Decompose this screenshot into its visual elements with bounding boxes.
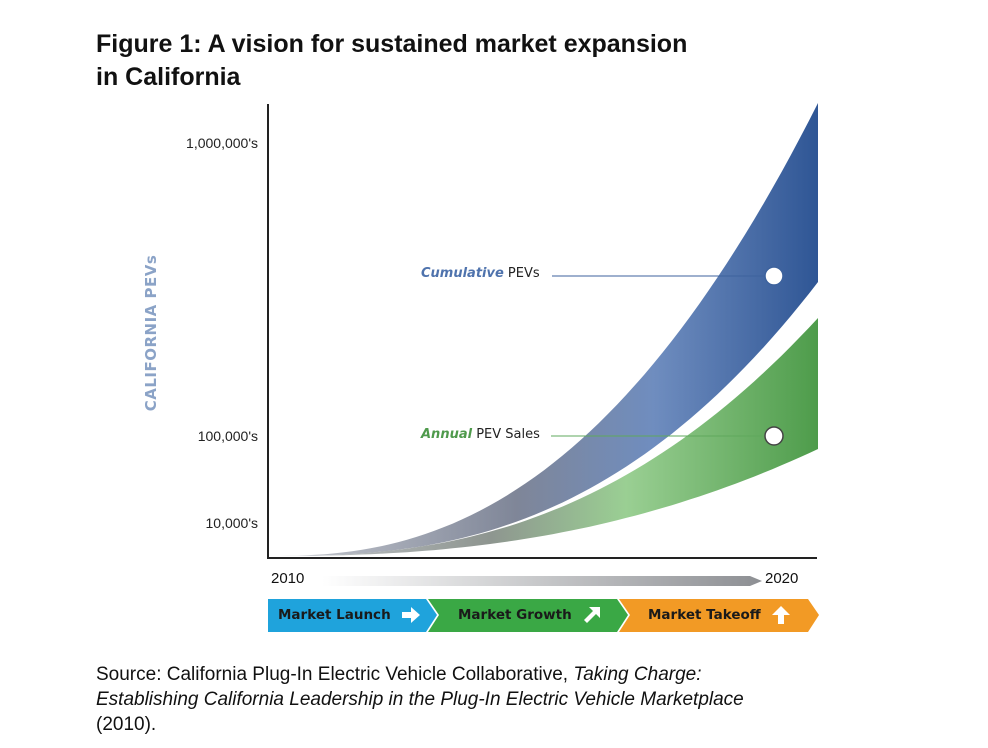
cumulative-pev-band — [270, 103, 818, 556]
arrow-up-right-icon — [583, 607, 600, 623]
figure-title-line-1: Figure 1: A vision for sustained market … — [96, 30, 688, 58]
source-citation: Source: California Plug-In Electric Vehi… — [96, 662, 956, 737]
source-title-part-1: Taking Charge: — [573, 664, 702, 685]
annual-label-emphasis: Annual — [421, 427, 473, 442]
phase-market-takeoff: Market Takeoff — [648, 598, 791, 632]
annual-series-label: Annual PEV Sales — [421, 427, 540, 442]
annual-marker — [764, 426, 784, 446]
end-year-label: 2020 — [765, 570, 799, 587]
cumulative-label-rest: PEVs — [503, 266, 540, 281]
start-year-label: 2010 — [271, 570, 305, 587]
market-launch-label: Market Launch — [278, 607, 391, 623]
y-axis-line — [267, 104, 269, 558]
cumulative-marker — [764, 266, 784, 286]
annual-pev-band — [270, 318, 818, 556]
phase-market-launch: Market Launch — [278, 598, 421, 632]
source-title-part-2: Establishing California Leadership in th… — [96, 689, 744, 710]
timeline-arrow — [322, 576, 762, 586]
figure-title: Figure 1: A vision for sustained market … — [96, 28, 856, 94]
source-year: (2010). — [96, 714, 157, 735]
y-tick-label-10000: 10,000's — [205, 515, 259, 531]
market-takeoff-chevron — [619, 599, 819, 632]
y-tick-label-100000: 100,000's — [197, 428, 258, 444]
source-prefix: Source: California Plug-In Electric Vehi… — [96, 664, 574, 685]
phase-market-growth: Market Growth — [458, 598, 602, 632]
market-launch-chevron — [268, 599, 437, 632]
market-takeoff-label: Market Takeoff — [648, 607, 761, 623]
cumulative-label-emphasis: Cumulative — [421, 266, 504, 281]
market-growth-chevron — [428, 599, 628, 632]
arrow-right-icon — [401, 607, 420, 623]
y-tick-label-1000000: 1,000,000's — [186, 135, 258, 151]
arrow-up-icon — [771, 606, 790, 624]
annual-label-rest: PEV Sales — [472, 427, 540, 442]
figure-title-line-2: in California — [96, 63, 241, 91]
market-growth-label: Market Growth — [458, 607, 572, 623]
x-axis-line — [267, 557, 817, 559]
cumulative-series-label: Cumulative PEVs — [421, 266, 540, 281]
